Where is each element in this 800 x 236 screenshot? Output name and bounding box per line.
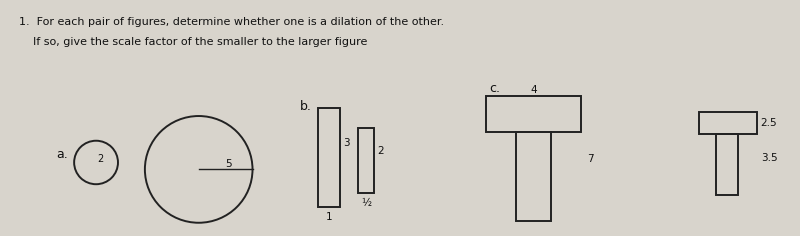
Bar [716, 134, 738, 195]
Text: c.: c. [490, 82, 501, 95]
Text: If so, give the scale factor of the smaller to the larger figure: If so, give the scale factor of the smal… [19, 37, 368, 47]
Bar [515, 132, 551, 221]
Bar [699, 112, 757, 134]
Text: ½: ½ [361, 198, 371, 208]
Text: b.: b. [300, 100, 312, 113]
Text: 2.5: 2.5 [761, 118, 778, 128]
Text: 7: 7 [587, 153, 594, 164]
Text: 2: 2 [97, 153, 103, 164]
Text: a.: a. [56, 148, 68, 161]
Text: 1.  For each pair of figures, determine whether one is a dilation of the other.: 1. For each pair of figures, determine w… [19, 17, 445, 27]
Text: 5: 5 [225, 160, 232, 169]
Text: 4: 4 [530, 85, 537, 95]
Bar [318, 108, 340, 207]
Text: 2: 2 [377, 146, 384, 156]
Text: 3: 3 [343, 138, 350, 148]
Text: 1: 1 [326, 212, 333, 222]
Bar [358, 128, 374, 193]
Text: 3.5: 3.5 [761, 153, 778, 163]
Bar [486, 96, 582, 132]
